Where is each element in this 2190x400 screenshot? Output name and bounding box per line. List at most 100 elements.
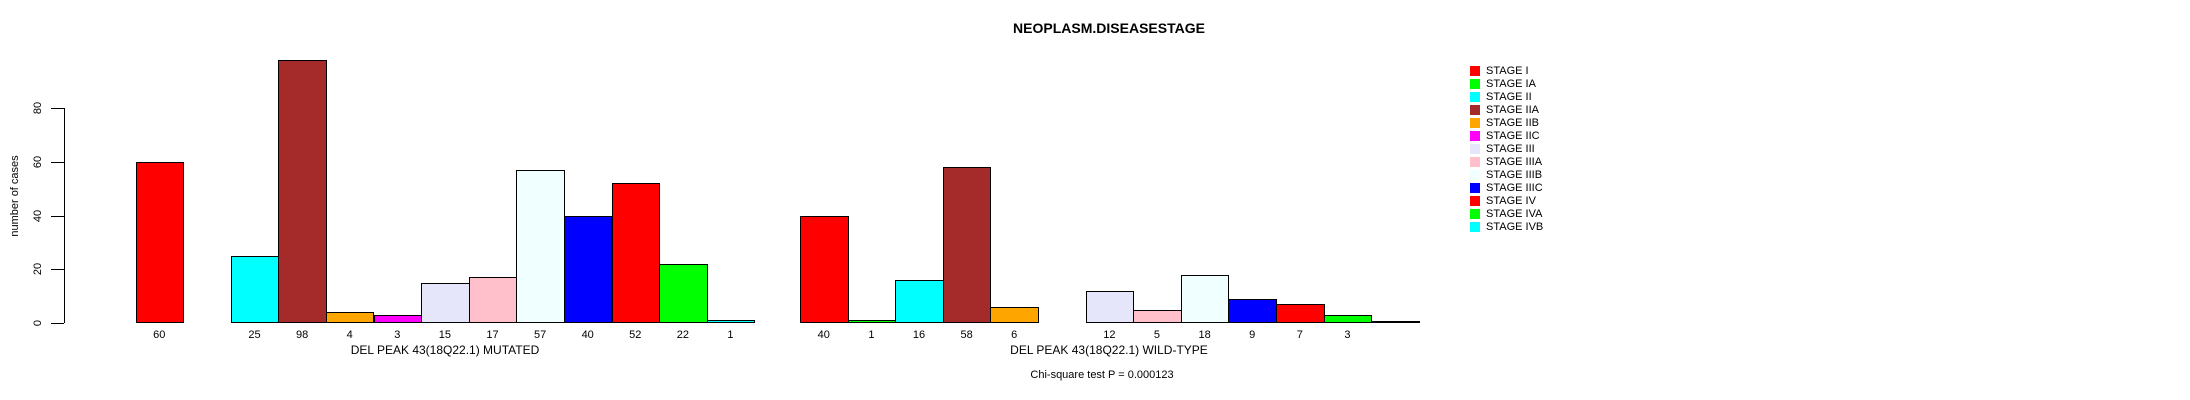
bar-value-label: 9 [1249,329,1256,341]
legend-label: STAGE III [1486,142,1535,155]
group-title-wild-type: DEL PEAK 43(18Q22.1) WILD-TYPE [1010,343,1208,357]
bar-stage-ivb [1371,321,1420,323]
legend-swatch-icon [1470,66,1480,76]
legend-label: STAGE IIC [1486,129,1540,142]
legend-label: STAGE IIIC [1486,181,1543,194]
legend-item: STAGE IV [1470,195,1536,208]
legend-label: STAGE IIIA [1486,155,1543,168]
bar-value-label: 16 [912,329,926,341]
chart-title: NEOPLASM.DISEASESTAGE [1013,20,1205,36]
legend-item: STAGE IIIC [1470,182,1543,195]
legend-label: STAGE IA [1486,77,1536,90]
y-tick-mark [51,161,64,163]
group-title-mutated: DEL PEAK 43(18Q22.1) MUTATED [350,343,540,357]
bar-stage-ii [230,255,280,323]
bar-stage-iv [1276,304,1325,323]
legend-label: STAGE IIB [1486,116,1539,129]
bar-value-label: 7 [1296,329,1303,341]
bar-value-label: 5 [1153,329,1161,341]
y-axis-title: number of cases [9,155,21,237]
bar-stage-i [135,161,185,323]
y-axis-line [64,108,65,323]
legend-swatch-icon [1470,209,1480,219]
bar-value-label: 40 [817,329,830,341]
bar-stage-iii [421,282,470,323]
bar-stage-iii [1085,290,1135,323]
legend-swatch-icon [1470,131,1480,141]
bar-stage-iib [325,312,375,323]
legend-item: STAGE IIC [1470,130,1540,143]
legend-label: STAGE I [1486,64,1529,77]
bar-stage-iia [278,59,327,323]
bar-stage-ia [847,320,897,323]
legend-item: STAGE IIB [1470,117,1539,130]
legend-item: STAGE IVB [1470,221,1543,234]
bar-stage-iiic [563,215,613,323]
y-tick-mark [51,323,64,324]
bar-stage-iiib [1180,274,1230,323]
legend-item: STAGE IIIA [1470,156,1542,169]
legend-item: STAGE I [1470,65,1529,78]
legend-swatch-icon [1470,144,1480,154]
bar-value-label: 4 [346,329,353,341]
bar-stage-i [800,215,849,323]
legend-item: STAGE IVA [1470,208,1542,221]
y-tick-label: 20 [32,263,44,276]
bar-stage-iiib [516,169,565,323]
bar-stage-iib [990,306,1039,323]
legend-label: STAGE IIA [1486,103,1539,116]
bar-stage-iva [1323,314,1373,323]
bar-stage-iiia [1133,309,1182,323]
bar-stage-iiia [468,277,518,323]
bar-stage-iic [373,314,423,323]
bar-value-label: 17 [486,329,499,341]
legend-label: STAGE IVA [1486,207,1543,220]
bar-stage-ii [895,280,944,323]
legend-swatch-icon [1470,118,1480,128]
legend-item: STAGE IA [1470,78,1536,91]
legend-label: STAGE IIIB [1486,168,1543,181]
bar-stage-iia [942,167,992,323]
bar-value-label: 25 [248,329,261,341]
bar-value-label: 60 [153,329,166,341]
legend-swatch-icon [1470,222,1480,232]
y-tick-label: 60 [32,155,44,168]
bar-value-label: 58 [960,329,973,341]
legend-swatch-icon [1470,196,1480,206]
legend-item: STAGE IIA [1470,104,1539,117]
bar-value-label: 3 [394,329,401,341]
bar-value-label: 57 [533,329,547,341]
bar-value-label: 1 [868,329,875,341]
bar-value-label: 98 [295,329,309,341]
y-tick-mark [51,215,64,217]
bar-value-label: 1 [727,329,734,341]
legend-swatch-icon [1470,79,1480,89]
legend-swatch-icon [1470,105,1480,115]
bar-stage-ivb [706,320,756,323]
bar-value-label: 3 [1344,329,1351,341]
legend-item: STAGE III [1470,143,1535,156]
bar-value-label: 6 [1011,329,1018,341]
bar-stage-iiic [1228,298,1277,323]
bar-value-label: 15 [438,329,452,341]
legend-item: STAGE II [1470,91,1532,104]
y-tick-label: 80 [32,101,44,115]
bar-value-label: 18 [1198,329,1211,341]
bar-stage-iv [611,183,661,323]
legend-label: STAGE IV [1486,194,1536,207]
bar-stage-iva [659,263,708,323]
legend-label: STAGE II [1486,90,1532,103]
legend-swatch-icon [1470,183,1480,193]
y-tick-label: 40 [32,209,44,222]
y-tick-mark [51,108,64,109]
bar-value-label: 12 [1103,329,1116,341]
legend-swatch-icon [1470,170,1480,180]
bar-value-label: 22 [676,329,690,341]
legend-label: STAGE IVB [1486,220,1544,233]
legend-swatch-icon [1470,157,1480,167]
bar-value-label: 52 [629,329,642,341]
y-tick-label: 0 [32,319,44,327]
y-tick-mark [51,269,64,271]
chi-square-annotation: Chi-square test P = 0.000123 [1030,369,1174,381]
legend-swatch-icon [1470,92,1480,102]
